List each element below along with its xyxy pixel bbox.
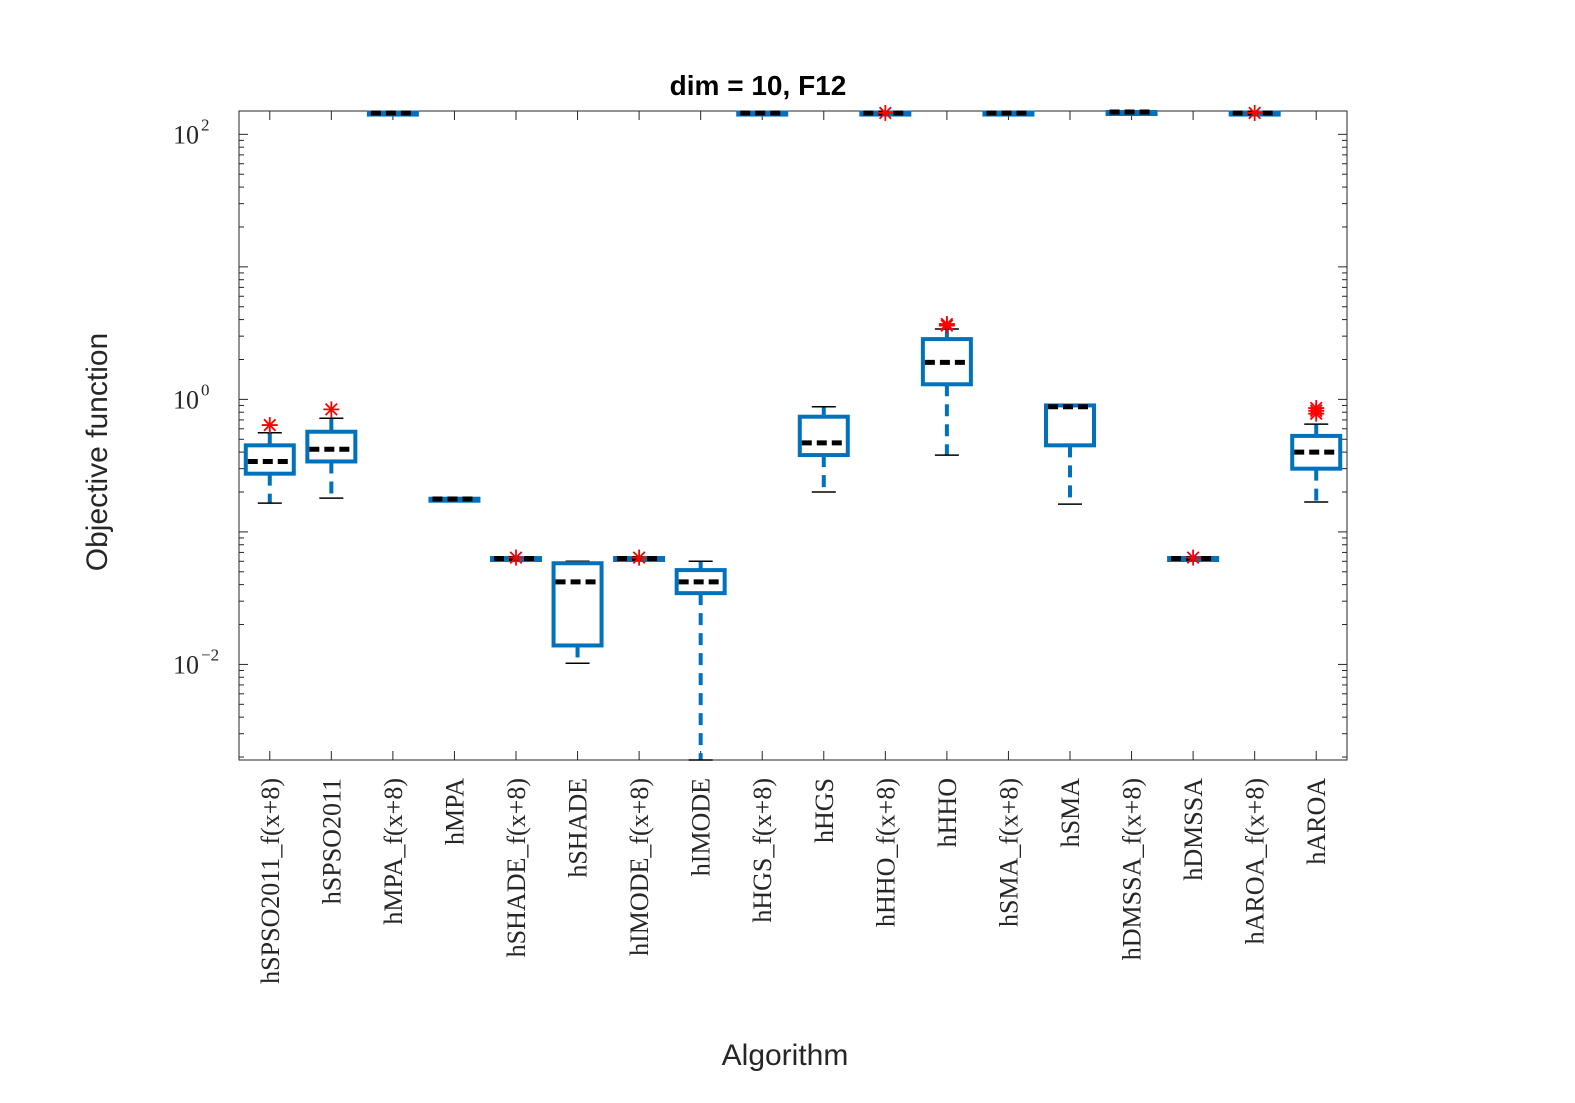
y-tick-label-exponent: 0 <box>201 380 210 399</box>
box-iqr <box>920 337 973 387</box>
chart-title: dim = 10, F12 <box>670 70 847 101</box>
outlier-marker <box>1246 104 1263 121</box>
outlier-stroke <box>1186 551 1200 564</box>
outlier-marker <box>323 401 340 418</box>
x-category-label: hDMSSA <box>1179 778 1208 881</box>
y-tick-label-base: 10 <box>173 650 199 679</box>
x-category-label: hSHADE <box>564 778 593 878</box>
x-category-label: hMPA_f(x+8) <box>379 778 408 925</box>
box-iqr <box>674 568 727 596</box>
x-category-label: hMPA <box>440 778 469 845</box>
outlier-stroke <box>940 317 954 331</box>
x-category-label: hHHO <box>933 778 962 847</box>
outlier-stroke <box>1248 106 1262 120</box>
outlier-marker <box>1308 400 1325 417</box>
x-category-label: hAROA_f(x+8) <box>1241 778 1270 944</box>
x-category-label: hHGS_f(x+8) <box>748 778 777 923</box>
box-iqr <box>305 429 358 464</box>
axes-frame <box>238 110 1348 761</box>
outlier-stroke <box>509 551 523 564</box>
outlier-marker <box>938 316 955 333</box>
outlier-marker <box>631 549 648 566</box>
x-category-label: hSPSO2011_f(x+8) <box>256 778 285 984</box>
y-tick-label-base: 10 <box>173 120 199 149</box>
box-iqr <box>1044 403 1096 448</box>
outlier-stroke <box>324 403 338 416</box>
x-category-label: hSMA_f(x+8) <box>994 778 1023 927</box>
y-tick-label-exponent: 2 <box>201 115 210 134</box>
x-category-label: hIMODE_f(x+8) <box>625 778 654 956</box>
x-category-label: hIMODE <box>687 778 716 876</box>
x-category-label: hSPSO2011 <box>317 778 346 904</box>
x-category-label: hHGS <box>810 778 839 843</box>
x-category-label: hSMA <box>1056 778 1085 848</box>
outlier-stroke <box>263 418 277 432</box>
outlier-marker <box>508 549 524 566</box>
outlier-marker <box>261 417 278 434</box>
outlier-marker <box>877 104 894 121</box>
outlier-marker <box>1185 549 1202 566</box>
y-axis-label: Objective function <box>81 333 114 571</box>
x-category-label: hDMSSA_f(x+8) <box>1118 778 1147 960</box>
x-axis-label: Algorithm <box>722 1039 849 1072</box>
y-tick-label-exponent: −2 <box>201 645 219 664</box>
x-category-label: hAROA <box>1302 778 1331 865</box>
outlier-stroke <box>878 106 892 120</box>
x-category-label: hHHO_f(x+8) <box>871 778 900 927</box>
y-tick-label-base: 10 <box>173 385 199 414</box>
x-category-label: hSHADE_f(x+8) <box>502 778 531 957</box>
outlier-stroke <box>632 551 646 564</box>
box-iqr <box>551 561 604 648</box>
outlier-stroke <box>1309 401 1323 415</box>
box-iqr <box>797 414 850 458</box>
box-iqr <box>1290 433 1343 471</box>
box-iqr <box>243 443 296 476</box>
